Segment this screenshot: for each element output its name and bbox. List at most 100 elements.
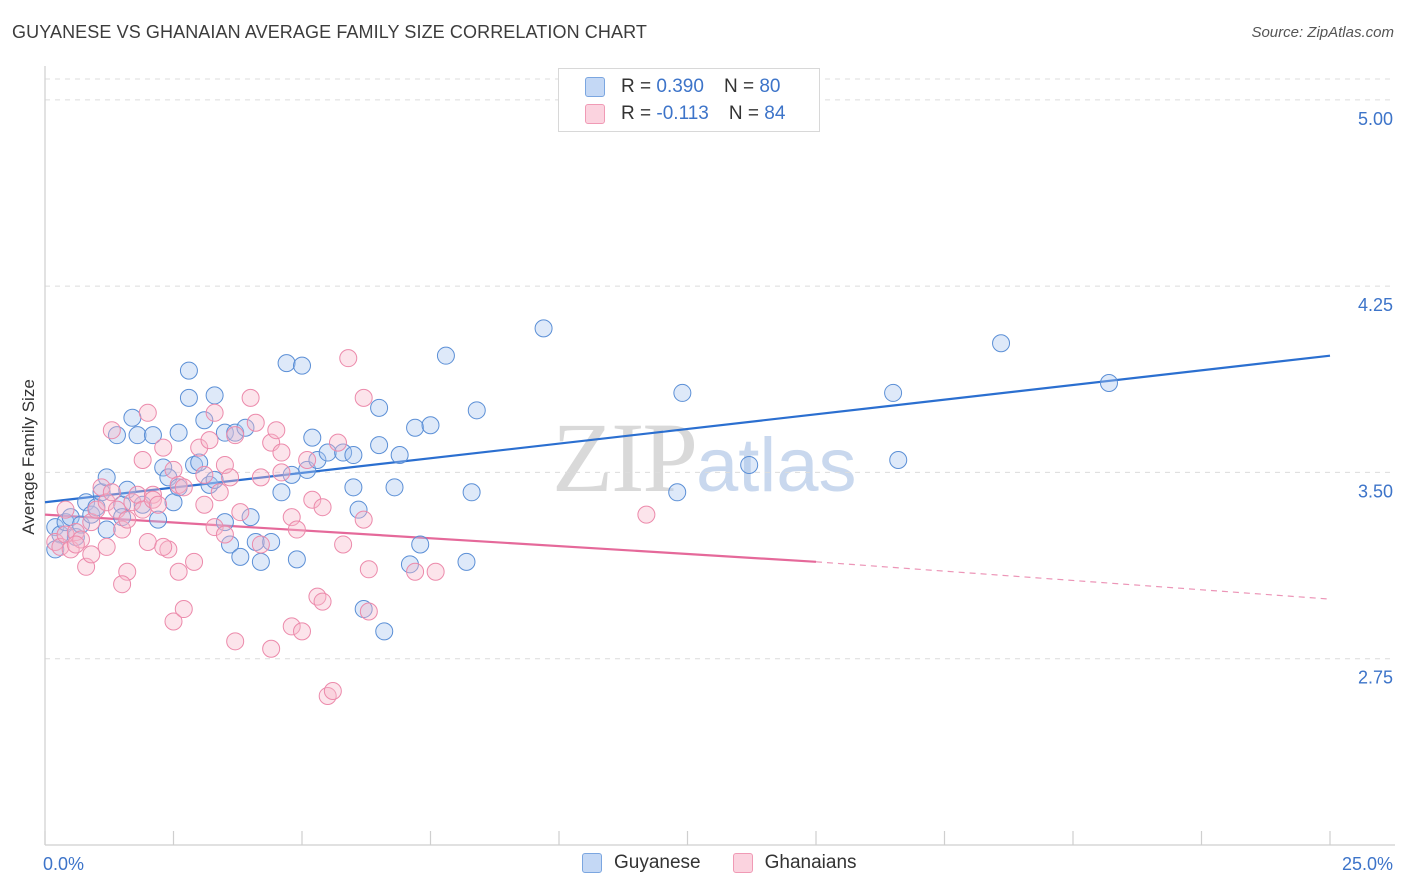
guyanese-point <box>200 475 219 494</box>
ghanaians-point <box>205 518 224 537</box>
n-value: 80 <box>759 76 781 97</box>
guyanese-point <box>46 540 65 559</box>
ghanaians-point <box>195 495 214 514</box>
guyanese-point <box>143 426 162 445</box>
ghanaians-point <box>113 520 132 539</box>
ghanaians-point <box>46 532 65 551</box>
ghanaians-point <box>221 468 240 487</box>
ghanaians-point <box>298 451 317 469</box>
guyanese-point <box>154 458 173 477</box>
ghanaians-point <box>195 465 214 484</box>
ghanaians-point <box>174 478 193 497</box>
guyanese-point <box>354 600 373 619</box>
ghanaians-point <box>328 433 347 452</box>
ghanaians-trend-line <box>44 513 817 563</box>
guyanese-point <box>349 500 368 519</box>
guyanese-point <box>406 418 425 437</box>
ghanaians-point <box>154 537 173 556</box>
ghanaians-point <box>231 503 250 522</box>
ghanaians-point <box>118 510 137 529</box>
guyanese-point <box>1099 374 1118 392</box>
legend-label-ghanaians: Ghanaians <box>764 852 857 873</box>
ghanaians-point <box>359 602 378 621</box>
ghanaians-point <box>169 562 188 581</box>
guyanese-point <box>246 532 265 551</box>
data-points <box>46 319 1118 705</box>
ghanaians-point <box>293 622 311 641</box>
ghanaians-point <box>56 500 75 519</box>
guyanese-point <box>385 478 404 497</box>
ghanaians-point <box>190 438 209 457</box>
guyanese-point <box>462 483 481 502</box>
ghanaians-point <box>246 413 265 432</box>
n-label: N = <box>728 103 759 124</box>
y-tick-label: 5.00 <box>1358 109 1393 129</box>
ghanaians-point <box>71 530 90 549</box>
x-tick-label-min: 0.0% <box>43 854 84 874</box>
ghanaians-point <box>154 438 173 457</box>
guyanese-point <box>375 622 394 641</box>
ghanaians-point <box>272 443 291 462</box>
y-axis-label: Average Family Size <box>19 379 38 535</box>
ghanaians-point <box>205 403 224 422</box>
ghanaians-point <box>267 421 286 440</box>
guyanese-point <box>668 483 687 502</box>
ghanaians-point <box>210 483 229 502</box>
ghanaians-point <box>143 485 162 504</box>
ghanaians-point <box>97 537 116 556</box>
ghanaians-point <box>637 505 656 524</box>
ghanaians-point <box>241 388 260 407</box>
guyanese-point <box>272 483 291 502</box>
y-tick-label: 4.25 <box>1358 295 1393 315</box>
guyanese-point <box>215 423 234 442</box>
ghanaians-point <box>87 500 106 519</box>
guyanese-point <box>436 346 455 365</box>
guyanese-point <box>241 508 260 527</box>
guyanese-point <box>992 334 1011 353</box>
guyanese-point <box>344 478 363 497</box>
r-value: 0.390 <box>656 76 704 97</box>
guyanese-point <box>534 319 553 338</box>
ghanaians-point <box>262 639 281 658</box>
chart-title: GUYANESE VS GHANAIAN AVERAGE FAMILY SIZE… <box>12 22 647 42</box>
source-label: Source: ZipAtlas.com <box>1251 24 1394 41</box>
watermark-atlas: atlas <box>696 423 857 508</box>
guyanese-point <box>457 552 476 571</box>
x-tick-label-max: 25.0% <box>1342 854 1393 874</box>
y-tick-label: 2.75 <box>1358 668 1393 688</box>
ghanaians-point <box>303 490 322 509</box>
guyanese-point <box>205 386 224 405</box>
r-label: R = <box>621 76 652 97</box>
n-label: N = <box>723 76 755 97</box>
ghanaians-point <box>313 498 332 517</box>
guyanese-point <box>149 510 168 529</box>
axis-labels: 2.75 3.50 4.25 5.00 0.0% 25.0% Average Family … <box>19 109 1393 874</box>
ghanaians-point <box>149 495 168 514</box>
ghanaians-point <box>200 431 219 450</box>
guyanese-point <box>251 552 270 571</box>
guyanese-point <box>673 383 692 402</box>
ghanaians-point <box>169 475 188 494</box>
correlation-legend: R = 0.390 N = 80 R = -0.113 N = 84 <box>558 68 820 132</box>
watermark-zip: ZIP <box>552 402 698 513</box>
ghanaians-point <box>359 560 378 579</box>
ghanaians-point <box>251 468 270 487</box>
guyanese-point <box>97 520 116 539</box>
guyanese-point <box>128 426 147 445</box>
ghanaians-point <box>308 587 327 606</box>
legend-row-ghanaians: R = -0.113 N = 84 <box>585 101 785 127</box>
ghanaians-trend-extension <box>815 561 1331 600</box>
guyanese-point <box>390 446 409 465</box>
guyanese-point <box>169 423 188 442</box>
ghanaians-point <box>323 682 342 700</box>
guyanese-swatch <box>585 77 605 97</box>
guyanese-swatch <box>582 853 602 873</box>
guyanese-point <box>889 451 908 469</box>
guyanese-point <box>262 532 281 551</box>
guyanese-point <box>179 361 198 380</box>
ghanaians-point <box>174 600 193 619</box>
guyanese-point <box>308 451 327 469</box>
series-legend: Guyanese Ghanaians <box>582 852 889 874</box>
ghanaians-point <box>138 403 157 422</box>
trend-lines <box>44 354 1331 600</box>
